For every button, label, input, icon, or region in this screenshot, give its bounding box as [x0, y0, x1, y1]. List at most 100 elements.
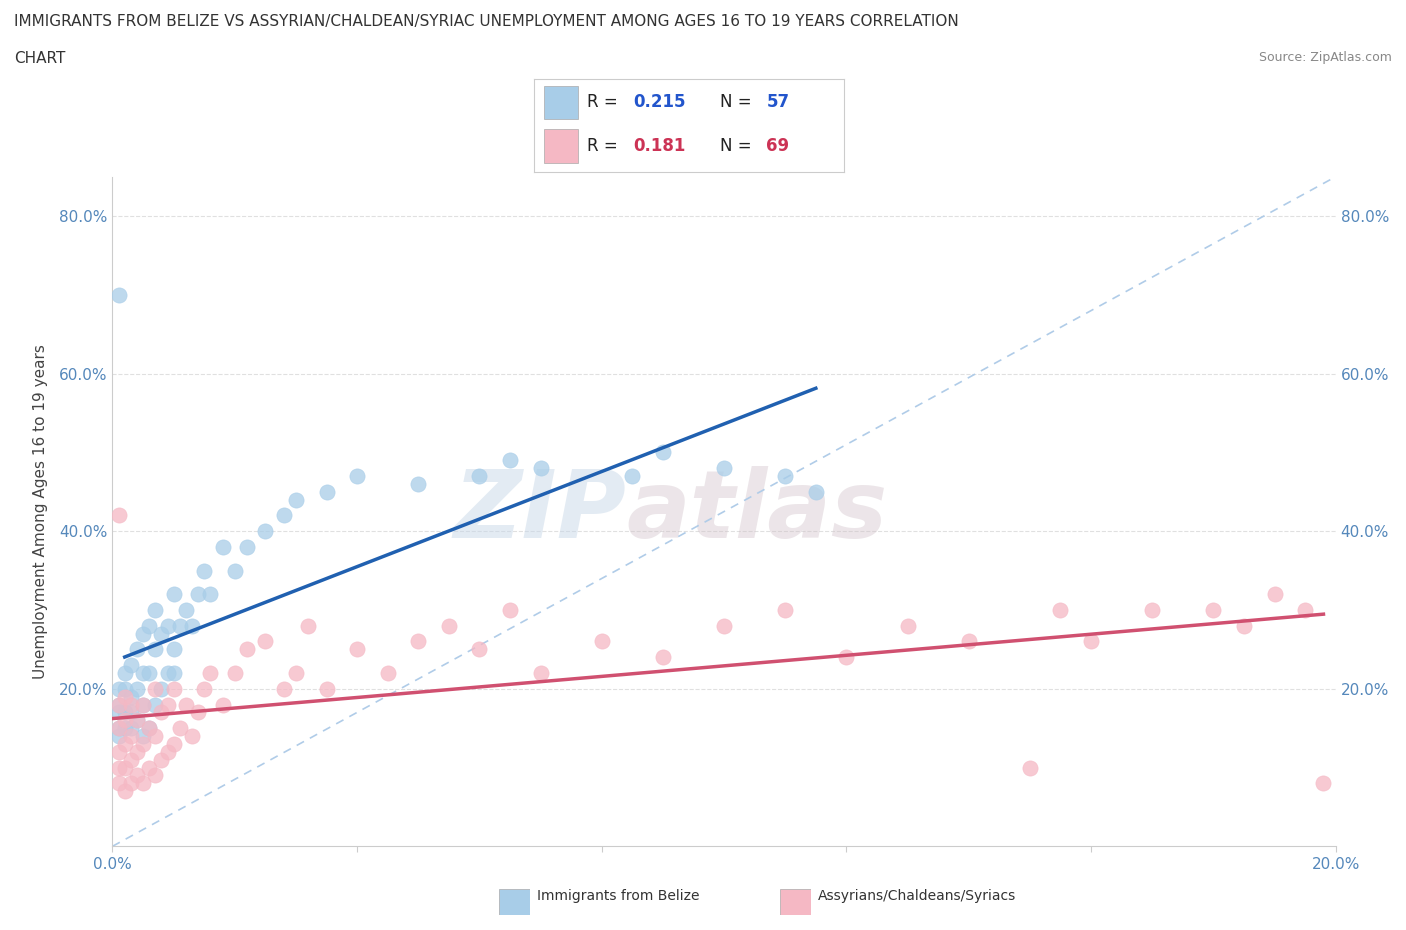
Point	[156, 744, 179, 759]
Point	[143, 728, 166, 743]
Text: CHART: CHART	[14, 51, 66, 66]
Point	[200, 666, 222, 681]
Point	[835, 650, 858, 665]
Point	[107, 721, 129, 736]
Text: 69: 69	[766, 137, 789, 155]
Point	[1049, 603, 1071, 618]
Point	[163, 666, 186, 681]
Point	[114, 682, 136, 697]
Point	[120, 689, 142, 704]
Point	[120, 705, 142, 720]
Point	[156, 618, 179, 633]
Point	[107, 721, 129, 736]
Point	[163, 587, 186, 602]
Text: 57: 57	[766, 93, 789, 112]
Point	[187, 705, 209, 720]
Point	[804, 485, 827, 499]
Point	[346, 469, 368, 484]
Point	[284, 492, 308, 507]
Point	[254, 524, 277, 538]
Point	[107, 776, 129, 790]
Point	[107, 698, 129, 712]
Point	[236, 539, 259, 554]
Point	[143, 768, 166, 783]
Point	[437, 618, 460, 633]
Point	[468, 642, 491, 657]
Point	[107, 287, 129, 302]
Point	[284, 666, 308, 681]
Point	[120, 721, 142, 736]
Bar	[544, 129, 578, 163]
Point	[408, 476, 430, 491]
Point	[107, 698, 129, 712]
Text: N =: N =	[720, 137, 756, 155]
Point	[273, 682, 295, 697]
Point	[1264, 587, 1286, 602]
Point	[174, 698, 197, 712]
Point	[107, 760, 129, 775]
Point	[408, 634, 430, 649]
Point	[138, 760, 160, 775]
Point	[132, 626, 155, 641]
Point	[236, 642, 259, 657]
Point	[107, 728, 129, 743]
Point	[143, 682, 166, 697]
Text: R =: R =	[586, 93, 623, 112]
Point	[107, 705, 129, 720]
Point	[1233, 618, 1256, 633]
Text: N =: N =	[720, 93, 756, 112]
Point	[652, 650, 675, 665]
Point	[114, 712, 136, 727]
Point	[114, 737, 136, 751]
Point	[114, 784, 136, 799]
Text: 0.181: 0.181	[633, 137, 686, 155]
Text: atlas: atlas	[626, 466, 887, 557]
Point	[468, 469, 491, 484]
Text: IMMIGRANTS FROM BELIZE VS ASSYRIAN/CHALDEAN/SYRIAC UNEMPLOYMENT AMONG AGES 16 TO: IMMIGRANTS FROM BELIZE VS ASSYRIAN/CHALD…	[14, 14, 959, 29]
Point	[713, 618, 735, 633]
Point	[957, 634, 980, 649]
Point	[181, 618, 204, 633]
Point	[181, 728, 204, 743]
Point	[652, 445, 675, 459]
Point	[224, 666, 246, 681]
Point	[621, 469, 644, 484]
Point	[163, 642, 186, 657]
Point	[254, 634, 277, 649]
Point	[775, 469, 797, 484]
Point	[107, 508, 129, 523]
Point	[114, 705, 136, 720]
Point	[187, 587, 209, 602]
Point	[193, 564, 215, 578]
Point	[132, 776, 155, 790]
Y-axis label: Unemployment Among Ages 16 to 19 years: Unemployment Among Ages 16 to 19 years	[32, 344, 48, 679]
Point	[120, 658, 142, 672]
Text: R =: R =	[586, 137, 623, 155]
Text: Source: ZipAtlas.com: Source: ZipAtlas.com	[1258, 51, 1392, 64]
Point	[120, 698, 142, 712]
Point	[125, 682, 148, 697]
Point	[1080, 634, 1102, 649]
Point	[132, 737, 155, 751]
Point	[315, 682, 337, 697]
Point	[143, 698, 166, 712]
Point	[346, 642, 368, 657]
Point	[1294, 603, 1316, 618]
Point	[315, 485, 337, 499]
Point	[211, 539, 233, 554]
Point	[114, 689, 136, 704]
Point	[107, 744, 129, 759]
Point	[150, 752, 173, 767]
Point	[150, 626, 173, 641]
Point	[125, 642, 148, 657]
Point	[114, 666, 136, 681]
Text: ZIP: ZIP	[453, 466, 626, 557]
Point	[163, 737, 186, 751]
Point	[530, 460, 553, 475]
Point	[200, 587, 222, 602]
Point	[169, 618, 191, 633]
Point	[132, 698, 155, 712]
Point	[169, 721, 191, 736]
Point	[120, 776, 142, 790]
Text: Immigrants from Belize: Immigrants from Belize	[537, 888, 700, 903]
